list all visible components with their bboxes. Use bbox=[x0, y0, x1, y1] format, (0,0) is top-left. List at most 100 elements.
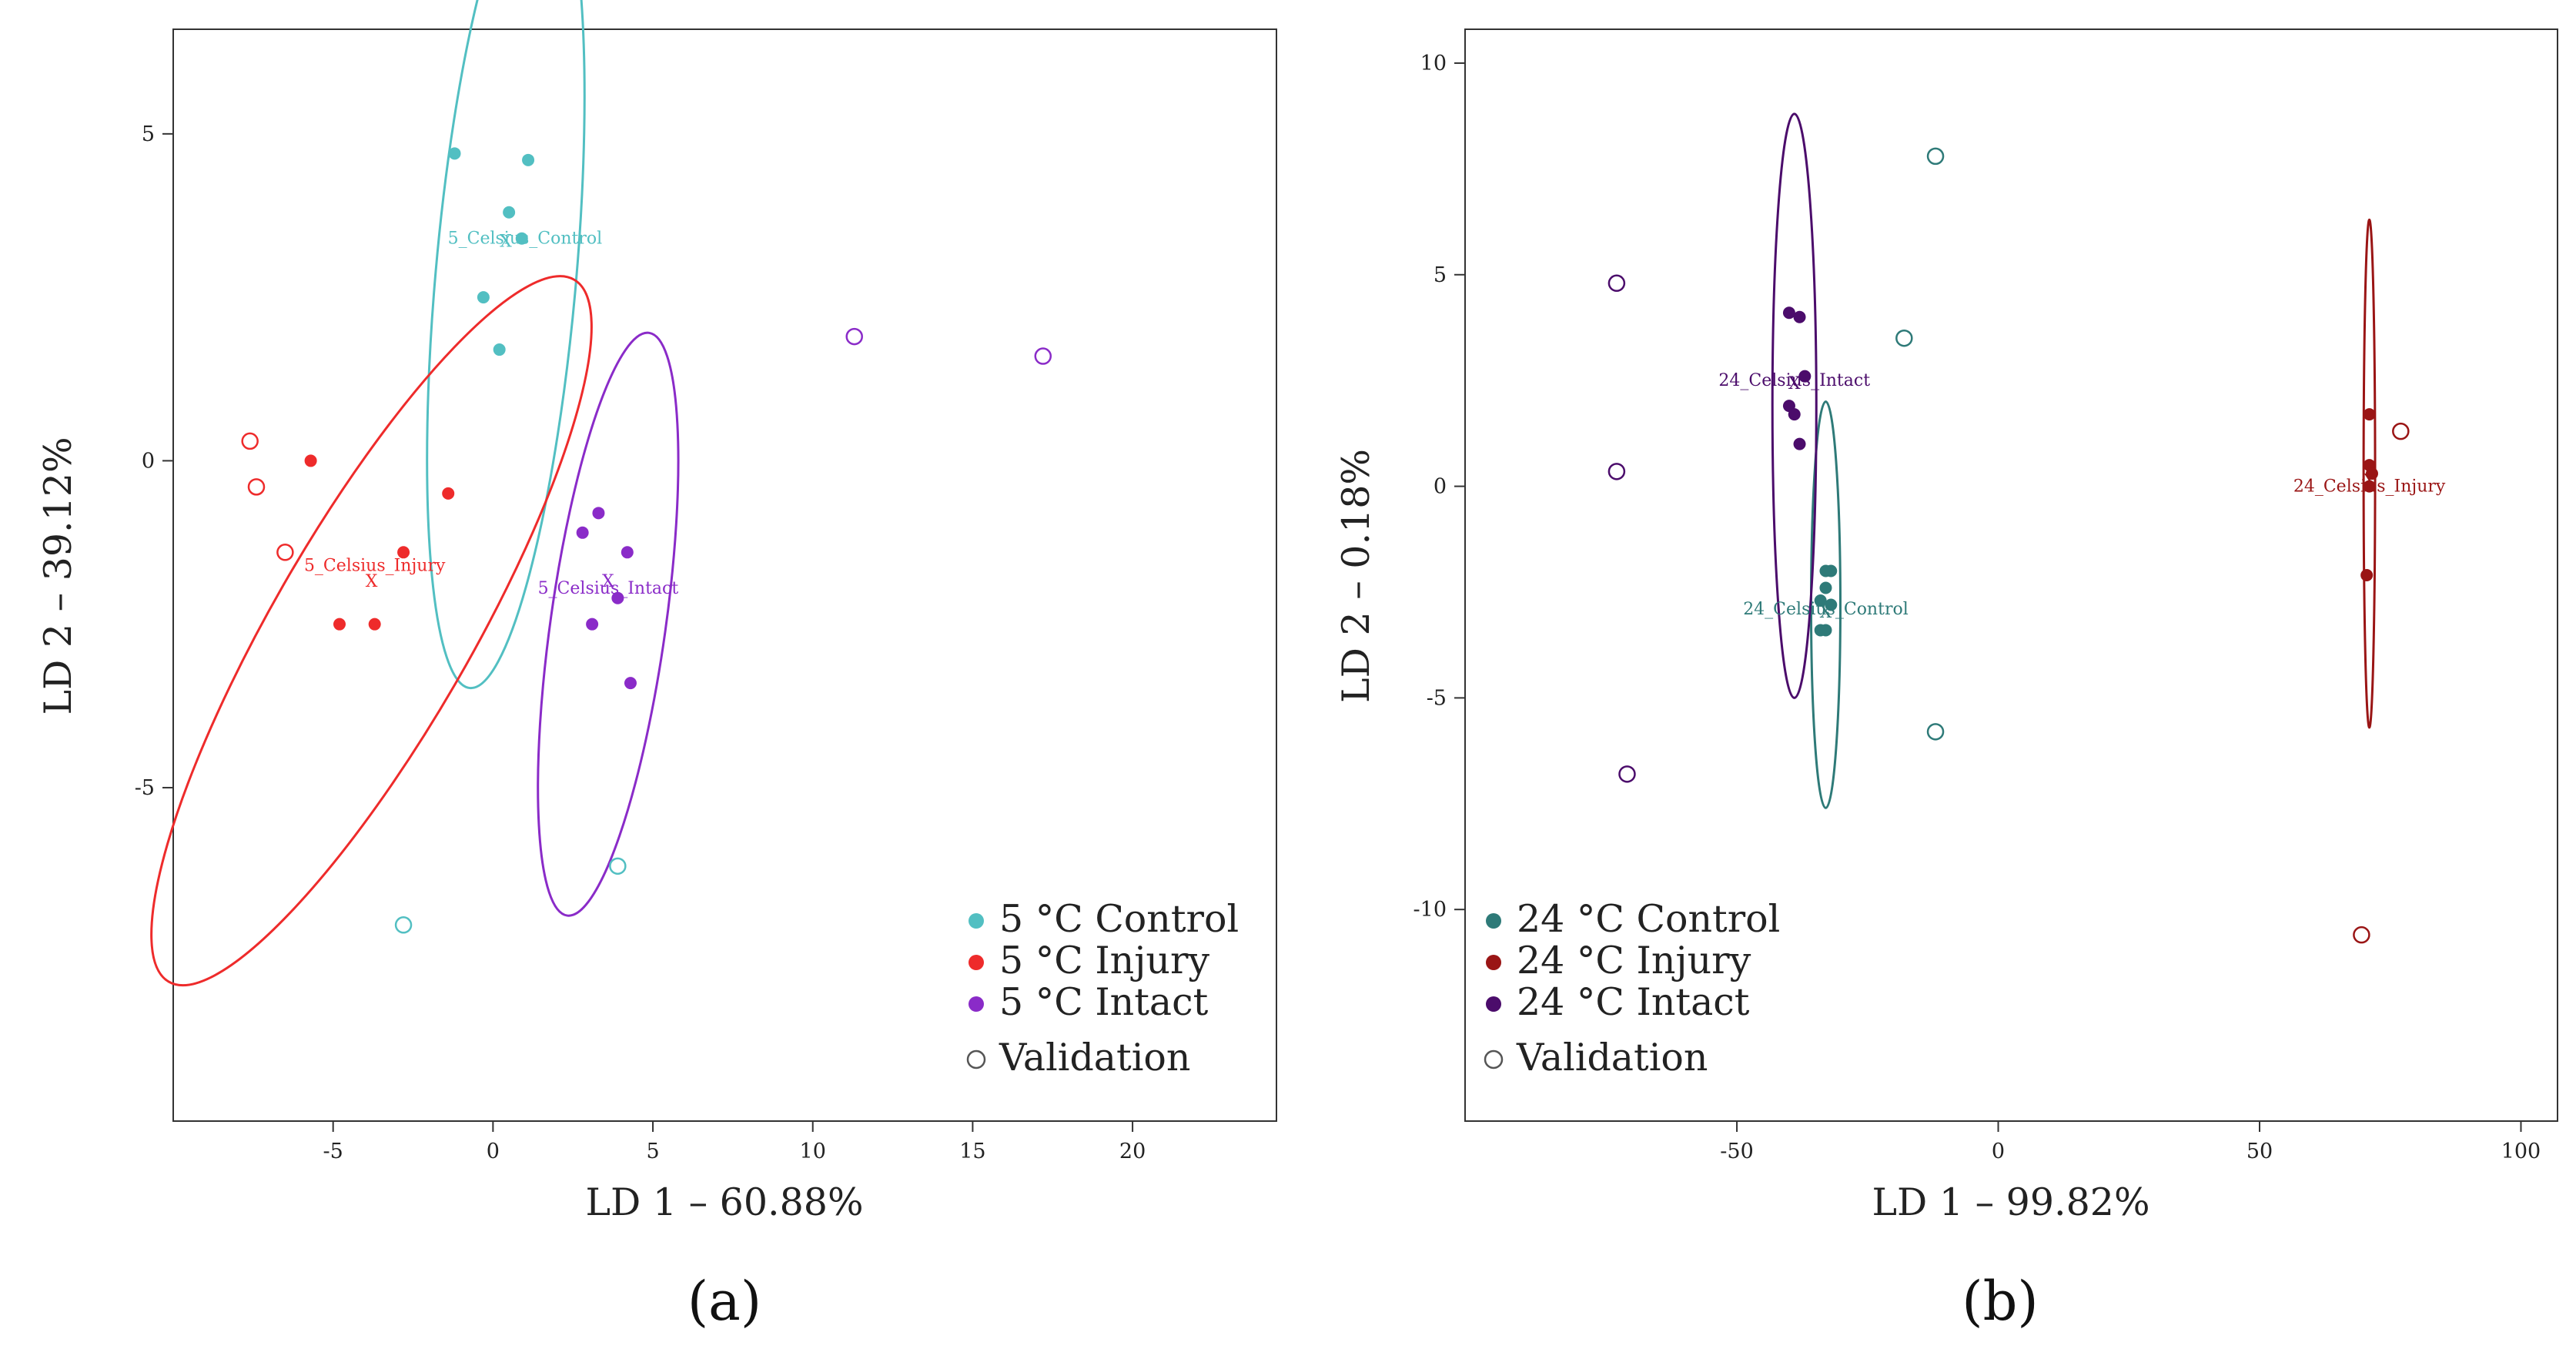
validation-point bbox=[1926, 723, 1945, 741]
validation-point bbox=[247, 478, 266, 496]
data-point bbox=[522, 153, 535, 166]
data-point bbox=[493, 343, 506, 356]
legend-label: 24 °C Intact bbox=[1517, 980, 1750, 1024]
legend-marker bbox=[966, 1049, 986, 1069]
validation-point bbox=[1607, 463, 1626, 480]
legend-label: 24 °C Control bbox=[1517, 897, 1780, 941]
y-tick-label: 5 bbox=[1434, 263, 1447, 287]
group-label: 5_Celsius_Intact bbox=[538, 579, 679, 598]
y-axis-title: LD 2 – 0.18% bbox=[1334, 449, 1378, 703]
group-label: 5_Celsius_Control bbox=[448, 229, 603, 249]
validation-point bbox=[1926, 147, 1945, 166]
legend-marker bbox=[1486, 955, 1501, 970]
data-point bbox=[592, 507, 605, 520]
legend-label: Validation bbox=[999, 1036, 1190, 1080]
legend-label: 5 °C Injury bbox=[999, 939, 1209, 982]
data-point bbox=[1819, 564, 1832, 577]
data-point bbox=[611, 591, 624, 604]
y-tick-label: 0 bbox=[1434, 475, 1447, 499]
confidence-ellipse bbox=[1771, 112, 1818, 699]
data-point bbox=[442, 487, 455, 500]
data-point bbox=[1793, 437, 1806, 450]
y-tick-label: -5 bbox=[1427, 686, 1447, 710]
data-point bbox=[515, 232, 528, 245]
x-axis-title: LD 1 – 99.82% bbox=[1872, 1180, 2149, 1224]
data-point bbox=[2365, 467, 2378, 480]
data-point bbox=[576, 526, 589, 539]
validation-point bbox=[609, 857, 627, 875]
centroid-marker: X bbox=[1788, 374, 1801, 393]
legend-marker bbox=[969, 996, 984, 1012]
panel-label: (b) bbox=[1962, 1270, 2038, 1333]
data-point bbox=[621, 546, 634, 559]
data-point bbox=[1798, 370, 1812, 383]
legend-marker bbox=[1486, 996, 1501, 1012]
y-tick-label: 10 bbox=[1420, 52, 1447, 75]
y-axis: -5 0 5 bbox=[135, 122, 173, 800]
y-axis: -10 -5 0 5 10 bbox=[1413, 52, 1465, 922]
data-point bbox=[304, 454, 317, 467]
x-tick-label: 15 bbox=[959, 1140, 985, 1163]
group-label: 24_Celsius_Injury bbox=[2293, 477, 2446, 497]
x-axis-title: LD 1 – 60.88% bbox=[585, 1180, 863, 1224]
data-point bbox=[586, 618, 599, 631]
legend-marker bbox=[969, 913, 984, 929]
y-axis-title: LD 2 – 39.12% bbox=[36, 437, 80, 715]
data-point bbox=[503, 206, 516, 219]
x-tick-label: -50 bbox=[1720, 1140, 1753, 1163]
y-tick-label: -10 bbox=[1413, 898, 1447, 922]
x-tick-label: 20 bbox=[1119, 1140, 1146, 1163]
validation-point bbox=[1618, 765, 1636, 783]
validation-point bbox=[241, 432, 259, 450]
data-point bbox=[1788, 408, 1801, 421]
x-tick-label: 100 bbox=[2501, 1140, 2541, 1163]
validation-point bbox=[2392, 422, 2410, 440]
data-point bbox=[368, 618, 381, 631]
panel-label: (a) bbox=[687, 1270, 761, 1333]
x-tick-label: -5 bbox=[323, 1140, 343, 1163]
validation-point bbox=[2353, 926, 2370, 944]
centroid-marker: X bbox=[366, 572, 378, 591]
confidence-ellipse bbox=[426, 0, 586, 690]
validation-point bbox=[845, 327, 863, 346]
centroid-marker: X bbox=[2364, 472, 2376, 491]
data-point bbox=[1782, 306, 1795, 320]
x-axis: -5 0 5 10 15 20 bbox=[323, 1120, 1146, 1163]
validation-point bbox=[1607, 274, 1626, 293]
group-label: 24_Celsius_Intact bbox=[1718, 371, 1870, 390]
data-point bbox=[2363, 480, 2376, 493]
legend-marker bbox=[969, 955, 984, 970]
points: X X X bbox=[241, 147, 1052, 934]
validation-point bbox=[276, 544, 294, 561]
data-point bbox=[448, 147, 461, 160]
confidence-ellipse bbox=[537, 331, 680, 917]
y-tick-label: 0 bbox=[142, 449, 155, 473]
data-point bbox=[2360, 569, 2374, 581]
data-point bbox=[1793, 310, 1806, 323]
group-label: 24_Celsius_Control bbox=[1743, 600, 1909, 619]
data-point bbox=[333, 618, 346, 631]
centroid-marker: X bbox=[1820, 603, 1832, 622]
legend-marker bbox=[1486, 913, 1501, 929]
data-point bbox=[624, 677, 637, 690]
data-point bbox=[477, 291, 490, 304]
x-axis: -50 0 50 100 bbox=[1720, 1120, 2541, 1163]
group-labels: 24_Celsius_Control 24_Celsius_Injury 24_Ce… bbox=[1718, 371, 2445, 619]
x-tick-label: 10 bbox=[800, 1140, 826, 1163]
legend-label: 5 °C Intact bbox=[999, 980, 1209, 1024]
validation-point bbox=[1895, 329, 1913, 347]
validation-point bbox=[1034, 347, 1052, 365]
data-point bbox=[1825, 598, 1838, 611]
validation-point bbox=[394, 916, 413, 934]
data-point bbox=[397, 546, 410, 559]
centroid-marker: X bbox=[602, 572, 614, 591]
confidence-ellipse bbox=[150, 275, 593, 987]
legend-marker bbox=[1484, 1049, 1504, 1069]
panel-a: -5 0 5 10 15 20 -505 XX X 5_Celsius_Control5_C… bbox=[36, 0, 1277, 1333]
points: X X X bbox=[1607, 147, 2410, 944]
y-tick-label: -5 bbox=[135, 776, 155, 800]
